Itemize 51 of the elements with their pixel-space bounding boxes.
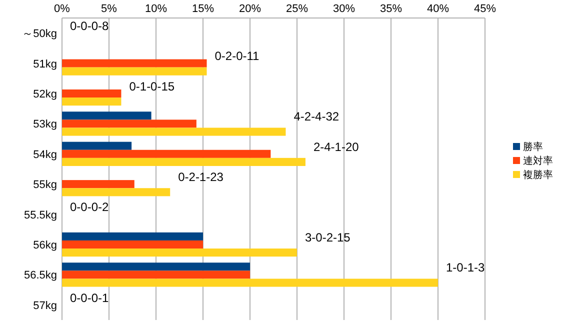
annotation: 0-0-0-8 <box>70 19 110 34</box>
x-tick-label: 45% <box>474 3 496 15</box>
x-tick-label: 0% <box>54 3 70 15</box>
bar <box>62 128 286 136</box>
y-tick-label: 53kg <box>33 118 57 131</box>
annotation: 4-2-4-32 <box>294 110 340 124</box>
y-tick-label: 55.5kg <box>24 209 57 222</box>
y-tick-label: 55kg <box>33 179 57 192</box>
x-tick-label: 40% <box>426 3 450 15</box>
x-tick-label: 20% <box>238 3 262 15</box>
bar <box>62 270 250 279</box>
bar <box>62 67 207 76</box>
bar <box>62 262 250 271</box>
y-tick-label: 51kg <box>33 58 57 70</box>
x-tick-label: 5% <box>101 3 118 15</box>
legend-label: 連対率 <box>523 155 553 167</box>
annotation: 0-2-0-11 <box>214 49 260 64</box>
x-tick-label: 30% <box>332 3 356 15</box>
bar <box>62 232 203 240</box>
legend-label: 勝率 <box>523 141 543 153</box>
y-tick-label: 56kg <box>33 240 57 252</box>
x-tick-label: 25% <box>286 3 308 15</box>
bar <box>62 248 297 257</box>
annotation: 1-0-1-3 <box>446 260 486 275</box>
y-tick-label: 54kg <box>33 148 57 161</box>
bar <box>62 59 207 68</box>
annotation: 3-0-2-15 <box>305 230 351 244</box>
bar <box>62 240 203 249</box>
bar <box>62 89 122 98</box>
annotation: 0-0-0-2 <box>70 200 110 214</box>
y-tick-label: 52kg <box>33 88 57 100</box>
annotation: 2-4-1-20 <box>313 140 360 154</box>
x-tick-label: 35% <box>380 3 402 15</box>
bar <box>62 120 196 128</box>
bar <box>62 112 152 120</box>
y-tick-label: ～50kg <box>22 28 57 40</box>
bar <box>62 98 122 106</box>
annotation: 0-2-1-23 <box>178 170 224 184</box>
annotation: 0-0-0-1 <box>70 290 110 305</box>
x-tick-label: 15% <box>192 3 214 15</box>
legend-label: 複勝率 <box>523 169 553 181</box>
bar <box>62 278 438 287</box>
bar <box>62 158 306 166</box>
bar <box>62 150 271 158</box>
annotation: 0-1-0-15 <box>129 79 175 94</box>
y-tick-label: 57kg <box>33 300 57 312</box>
bar <box>62 142 132 150</box>
x-tick-label: 10% <box>144 3 168 15</box>
bar <box>62 180 134 188</box>
y-tick-label: 56.5kg <box>24 270 57 282</box>
bar <box>62 188 170 196</box>
